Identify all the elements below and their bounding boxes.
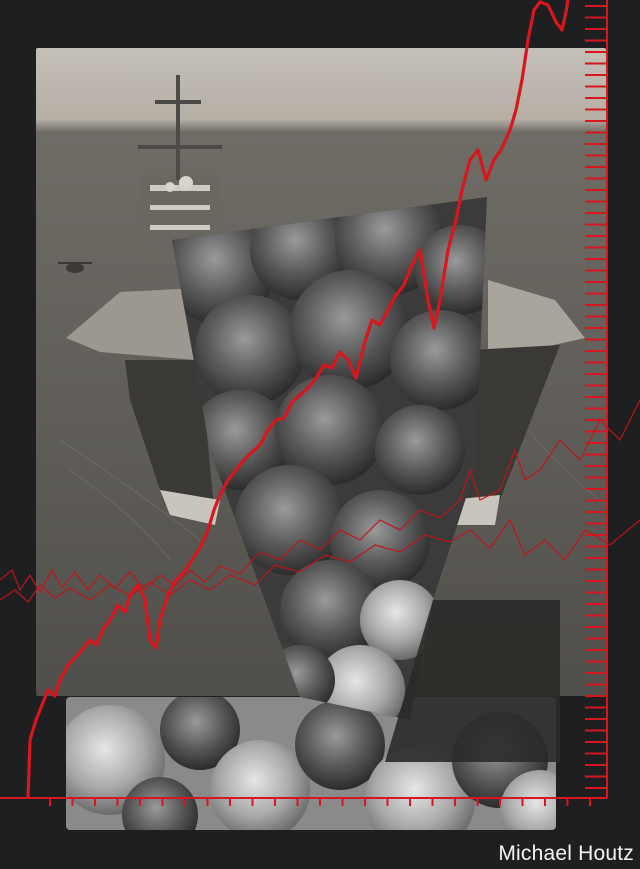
helicopter: [58, 262, 92, 273]
photo-credit: Michael Houtz: [498, 842, 634, 865]
ruler-bottom: [0, 797, 607, 806]
secondary-lines: [0, 399, 640, 603]
carrier-hull: [125, 360, 215, 520]
price-line: [26, 0, 570, 799]
carrier-deck: [66, 288, 200, 360]
ruler-right: [585, 0, 608, 798]
smoke-plume: [172, 197, 487, 720]
dark-shard: [385, 600, 560, 762]
